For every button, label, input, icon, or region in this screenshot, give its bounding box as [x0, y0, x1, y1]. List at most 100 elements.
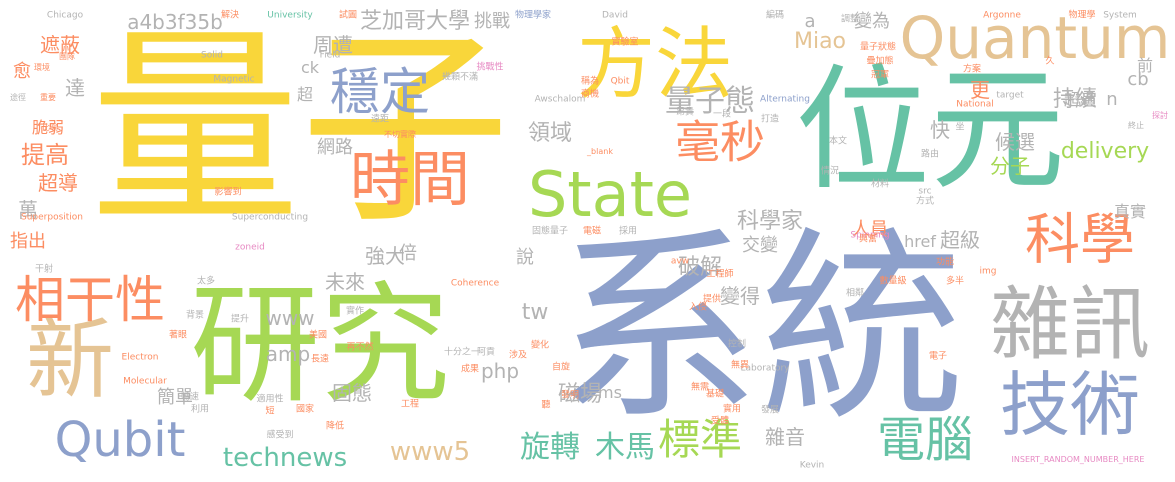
- cloud-word: 本文: [828, 136, 848, 147]
- cloud-word: 環境: [34, 63, 50, 72]
- cloud-word: 電磁: [582, 226, 602, 237]
- cloud-word: 打造: [760, 114, 780, 125]
- cloud-word: 十分之一: [443, 347, 481, 358]
- cloud-word: 變化: [530, 340, 550, 351]
- cloud-word: 控制: [727, 339, 747, 350]
- cloud-word: target: [996, 90, 1024, 101]
- cloud-word: 方式: [915, 196, 935, 207]
- cloud-word: 挑戰性: [476, 62, 504, 73]
- cloud-word: 基礎: [705, 389, 725, 400]
- cloud-word: 無異: [730, 360, 750, 371]
- cloud-word: Magnetic: [213, 74, 255, 85]
- cloud-word: 材料: [870, 179, 890, 190]
- cloud-word: 終止: [1128, 121, 1144, 130]
- cloud-word: 涉及: [508, 350, 528, 361]
- cloud-word: 超過: [1063, 90, 1097, 109]
- cloud-word: 科學: [1024, 207, 1136, 272]
- cloud-word: 試圖: [338, 10, 358, 21]
- cloud-word: 物理學: [1068, 10, 1096, 21]
- cloud-word: INSERT_RANDOM_NUMBER_HERE: [1011, 455, 1145, 464]
- cloud-word: 變得: [720, 284, 760, 308]
- cloud-word: 適用性: [256, 394, 284, 405]
- cloud-word: 受體: [710, 416, 730, 427]
- cloud-word: cb: [1127, 69, 1149, 90]
- cloud-word: 疊加態: [866, 56, 894, 67]
- cloud-word: 旋轉: [520, 430, 580, 465]
- cloud-word: 探討: [1152, 111, 1168, 120]
- cloud-word: 調整: [840, 14, 860, 25]
- cloud-word: Solid: [201, 50, 223, 61]
- cloud-word: 電子: [928, 351, 948, 362]
- cloud-word: David: [602, 10, 628, 21]
- cloud-word: Qbit: [610, 76, 630, 87]
- cloud-word: zoneid: [235, 242, 265, 253]
- cloud-word: 真實: [1113, 202, 1147, 221]
- cloud-word: 成果: [460, 364, 480, 375]
- cloud-word: Miao: [793, 29, 847, 54]
- cloud-word: 提高: [21, 141, 69, 169]
- cloud-word: 工程師: [706, 269, 734, 280]
- cloud-word: 系統: [555, 210, 965, 449]
- cloud-word: State: [527, 158, 693, 231]
- cloud-word: 芝加哥大學: [359, 9, 471, 34]
- cloud-word: 太多: [196, 276, 216, 287]
- cloud-word: 背景: [185, 310, 205, 321]
- cloud-word: 著眼: [168, 330, 188, 341]
- cloud-word: 量子: [89, 7, 511, 252]
- cloud-word: 領域: [527, 121, 573, 146]
- cloud-word: 磁場: [557, 382, 603, 407]
- cloud-word: 採用: [618, 226, 638, 237]
- cloud-word: tw: [521, 300, 549, 325]
- cloud-word: 未來: [325, 270, 365, 294]
- cloud-word: 發展: [760, 405, 780, 416]
- cloud-word: 冠軍: [870, 70, 890, 81]
- cloud-word: 持續: [1052, 87, 1098, 112]
- cloud-word: 實作: [345, 306, 365, 317]
- cloud-word: 興奮: [858, 234, 878, 245]
- cloud-word: Molecular: [123, 376, 167, 387]
- cloud-word: Superconducting: [231, 212, 309, 223]
- cloud-word: 轉速: [180, 392, 200, 403]
- cloud-word: 前: [1136, 56, 1154, 75]
- cloud-word: 遠距: [370, 114, 390, 125]
- cloud-word: src: [918, 186, 932, 197]
- cloud-word: 長遠: [310, 354, 330, 365]
- cloud-word: 商機: [580, 89, 600, 100]
- cloud-word: 提供: [702, 294, 722, 305]
- cloud-word: php: [480, 359, 520, 383]
- cloud-word: 幾顆不滿: [441, 72, 479, 83]
- cloud-word: amp: [265, 342, 311, 366]
- cloud-word: 達: [65, 76, 85, 100]
- cloud-word: 感受到: [266, 430, 294, 441]
- cloud-word: ck: [300, 58, 320, 77]
- cloud-word: avw: [670, 256, 690, 267]
- cloud-word: 遮蔽: [40, 33, 80, 57]
- cloud-word: a4b3f35b: [127, 10, 223, 34]
- cloud-word: 時間: [350, 145, 470, 215]
- cloud-word: 降低: [325, 421, 345, 432]
- cloud-word: 電腦: [876, 412, 974, 468]
- cloud-word: 破解: [677, 255, 723, 280]
- cloud-word: 標準: [657, 415, 743, 464]
- cloud-word: Alternating: [760, 94, 810, 105]
- cloud-word: Field: [319, 50, 341, 61]
- cloud-word: 久: [1045, 56, 1055, 67]
- cloud-word: 多半: [945, 276, 965, 287]
- cloud-word: 不切實際: [384, 130, 416, 139]
- cloud-word: 實驗室: [611, 37, 639, 48]
- cloud-word: 固態量子: [531, 226, 569, 237]
- cloud-word: 毫秒: [674, 115, 766, 169]
- cloud-word: 解決: [220, 10, 240, 21]
- cloud-word: 位元: [795, 51, 1065, 209]
- cloud-word: 超級: [940, 228, 980, 252]
- cloud-word: Quantum: [899, 4, 1171, 72]
- cloud-word: 團隊: [59, 52, 75, 61]
- cloud-word: 比喻: [42, 123, 58, 132]
- cloud-word: 快: [930, 118, 950, 142]
- cloud-word: 研究: [189, 269, 451, 421]
- cloud-word: _blank: [587, 147, 613, 156]
- cloud-word: 實用: [722, 404, 742, 415]
- cloud-word: 變為: [854, 11, 890, 32]
- cloud-word: 候選: [995, 130, 1035, 154]
